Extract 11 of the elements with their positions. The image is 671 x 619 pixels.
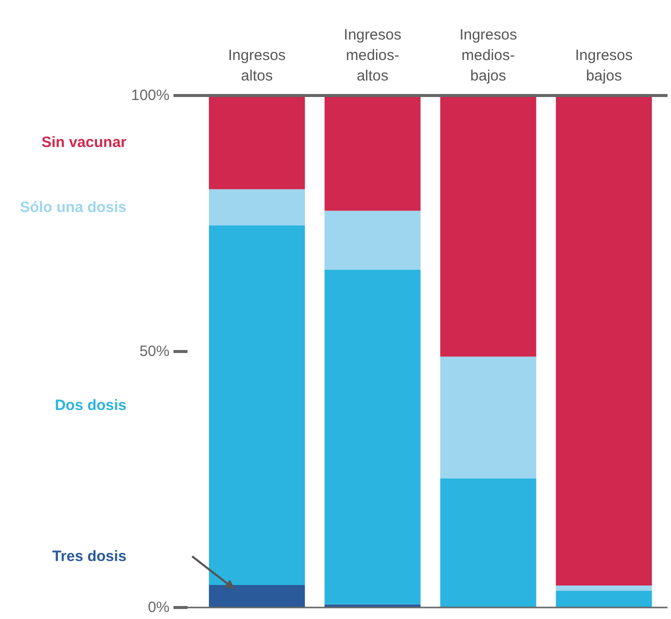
text: Dos dosis — [54, 396, 127, 414]
x-tick-label: Ingresos medios-bajos — [459, 26, 518, 84]
text: Tres dosis — [52, 548, 126, 565]
y-tick-label: 0% — [148, 599, 170, 616]
text: Sin vacunar — [41, 134, 127, 151]
x-tick-label: Ingresos medios-altos — [344, 26, 402, 84]
y-tick-label: 100% — [131, 87, 170, 104]
text: Sólo una dosis — [20, 198, 127, 216]
y-tick-label: 50% — [139, 343, 170, 360]
x-tick-label: Ingresos altos — [228, 47, 286, 84]
x-tick-label: Ingresos bajos — [575, 47, 633, 84]
